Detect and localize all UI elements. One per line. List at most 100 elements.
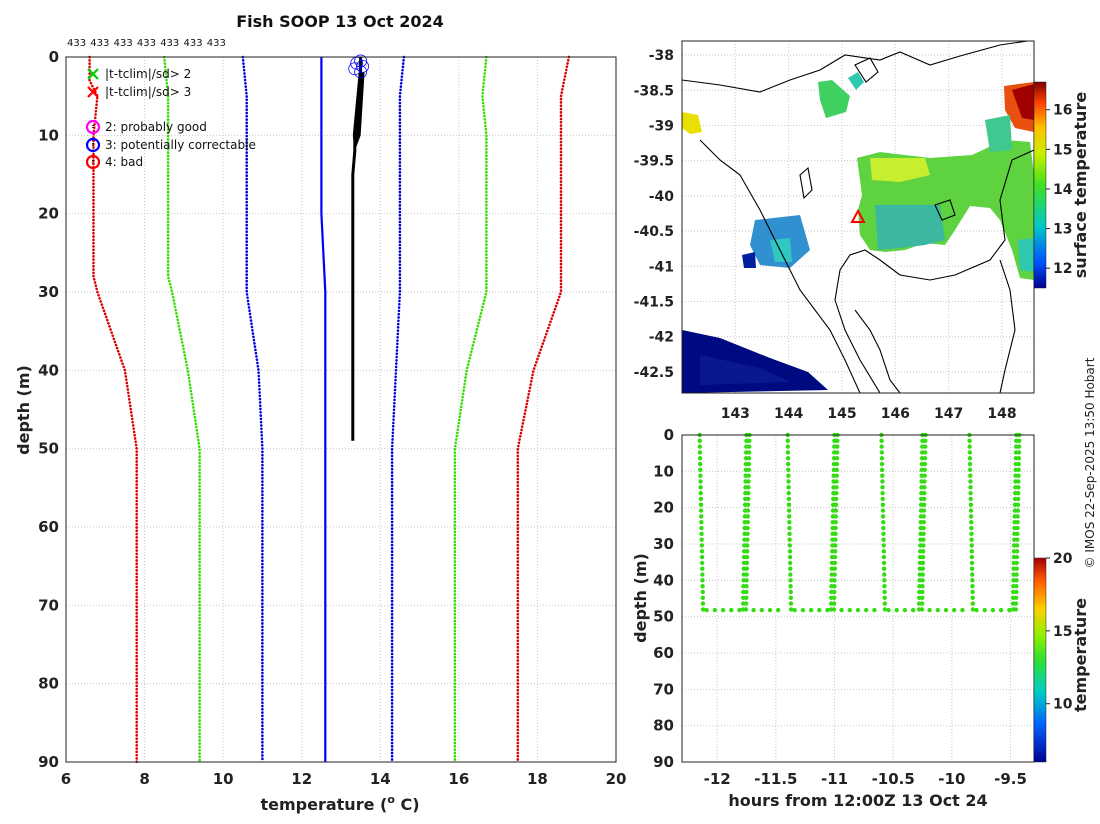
profile-axes-box [65, 56, 617, 763]
data-point [880, 490, 885, 496]
data-point [1016, 467, 1021, 473]
data-point [879, 438, 884, 444]
data-point [920, 578, 925, 583]
data-point [1013, 589, 1019, 595]
y-tick-label: 50 [38, 440, 59, 458]
data-point [700, 595, 706, 600]
data-point [833, 514, 839, 519]
x-tick-label: 6 [61, 770, 71, 788]
data-point [1013, 595, 1019, 600]
sst-colorbar-label: surface temperature [1071, 92, 1090, 279]
sst-patch-ne [985, 115, 1012, 152]
data-point [921, 531, 926, 537]
data-point [969, 537, 974, 542]
data-point [786, 467, 791, 473]
data-point [832, 554, 838, 560]
data-point [969, 549, 974, 554]
series-line-clim-3sd [516, 55, 571, 764]
data-point [967, 456, 973, 461]
hours-background [682, 435, 1034, 762]
flag-circle [356, 60, 370, 73]
data-point [697, 438, 702, 444]
series-line-clim-1sd [390, 55, 406, 764]
data-point [832, 549, 838, 554]
data-point [872, 607, 877, 613]
sst-patch-south2 [700, 355, 790, 385]
data-point [882, 589, 887, 595]
data-point [921, 543, 926, 548]
count-label: 433 [207, 38, 226, 49]
data-point [922, 450, 928, 455]
data-point [834, 467, 839, 473]
data-point [879, 467, 885, 473]
data-point [746, 473, 751, 478]
data-point [881, 543, 886, 548]
data-point [943, 607, 949, 613]
data-point [700, 578, 705, 583]
hours-y-tick-label: 90 [653, 753, 674, 771]
data-point [881, 531, 886, 537]
data-point [881, 520, 886, 525]
data-point [998, 607, 1004, 613]
profile-surface-band [352, 72, 365, 151]
data-point [698, 496, 704, 502]
data-point [737, 607, 742, 613]
measured-profile [348, 54, 370, 441]
data-point [833, 520, 838, 525]
data-point [700, 566, 705, 571]
y-tick-label: 80 [38, 675, 59, 693]
data-point [699, 525, 704, 531]
data-point [786, 508, 792, 513]
hours-x-tick-label: -11 [821, 770, 848, 788]
hours-x-tick-labels: -12 -11.5 -11 -10.5 -10 -9.5 [704, 770, 1027, 788]
data-point [746, 450, 752, 455]
sst-colorbar-ticks: 12 13 14 15 16 [1046, 103, 1073, 277]
data-point [920, 595, 925, 600]
y-axis-label: depth (m) [14, 365, 33, 455]
data-point [1014, 554, 1020, 560]
map-y-tick-label: -39.5 [634, 154, 674, 170]
data-point [785, 438, 790, 444]
data-point [970, 583, 975, 589]
map-x-tick-label: 144 [774, 406, 803, 422]
data-point [699, 514, 704, 519]
hours-y-tick-labels: 0 10 20 30 40 50 60 70 80 90 [653, 426, 674, 771]
data-point [1015, 537, 1020, 542]
x-tick-label: 16 [448, 770, 469, 788]
data-point [967, 461, 973, 467]
data-point [902, 607, 908, 613]
map-data [682, 41, 1034, 393]
data-point [786, 479, 791, 484]
legend-marker-circle [85, 119, 101, 135]
data-point [788, 607, 794, 612]
data-point [920, 572, 925, 577]
data-point [969, 554, 975, 560]
data-point [751, 607, 756, 613]
data-point [699, 537, 704, 542]
legend-label: |t-tclim|/sd> 3 [105, 85, 191, 99]
data-point [910, 607, 916, 613]
data-point [969, 531, 974, 537]
data-point [919, 601, 925, 606]
data-point [880, 496, 885, 502]
map-panel: 143 144 145 146 147 148 -38 -38.5 -39 -39.5 -40 -4… [634, 40, 1090, 422]
data-point [744, 589, 749, 595]
data-point [960, 607, 965, 613]
map-x-tick-label: 143 [721, 406, 750, 422]
data-point [923, 444, 928, 449]
data-point [746, 479, 751, 484]
data-point [921, 496, 927, 502]
x-tick-label: 8 [139, 770, 149, 788]
data-point [922, 467, 927, 473]
data-point [974, 607, 979, 613]
temp-colorbar [1033, 557, 1047, 763]
data-point [787, 525, 792, 531]
data-point [968, 496, 973, 502]
hours-y-axis-label: depth (m) [631, 553, 650, 643]
data-point [1014, 549, 1020, 554]
y-tick-label: 0 [49, 48, 59, 66]
data-point [1013, 601, 1019, 606]
map-y-tick-label: -41 [649, 259, 674, 275]
data-point [1013, 607, 1019, 612]
data-point [744, 566, 749, 571]
